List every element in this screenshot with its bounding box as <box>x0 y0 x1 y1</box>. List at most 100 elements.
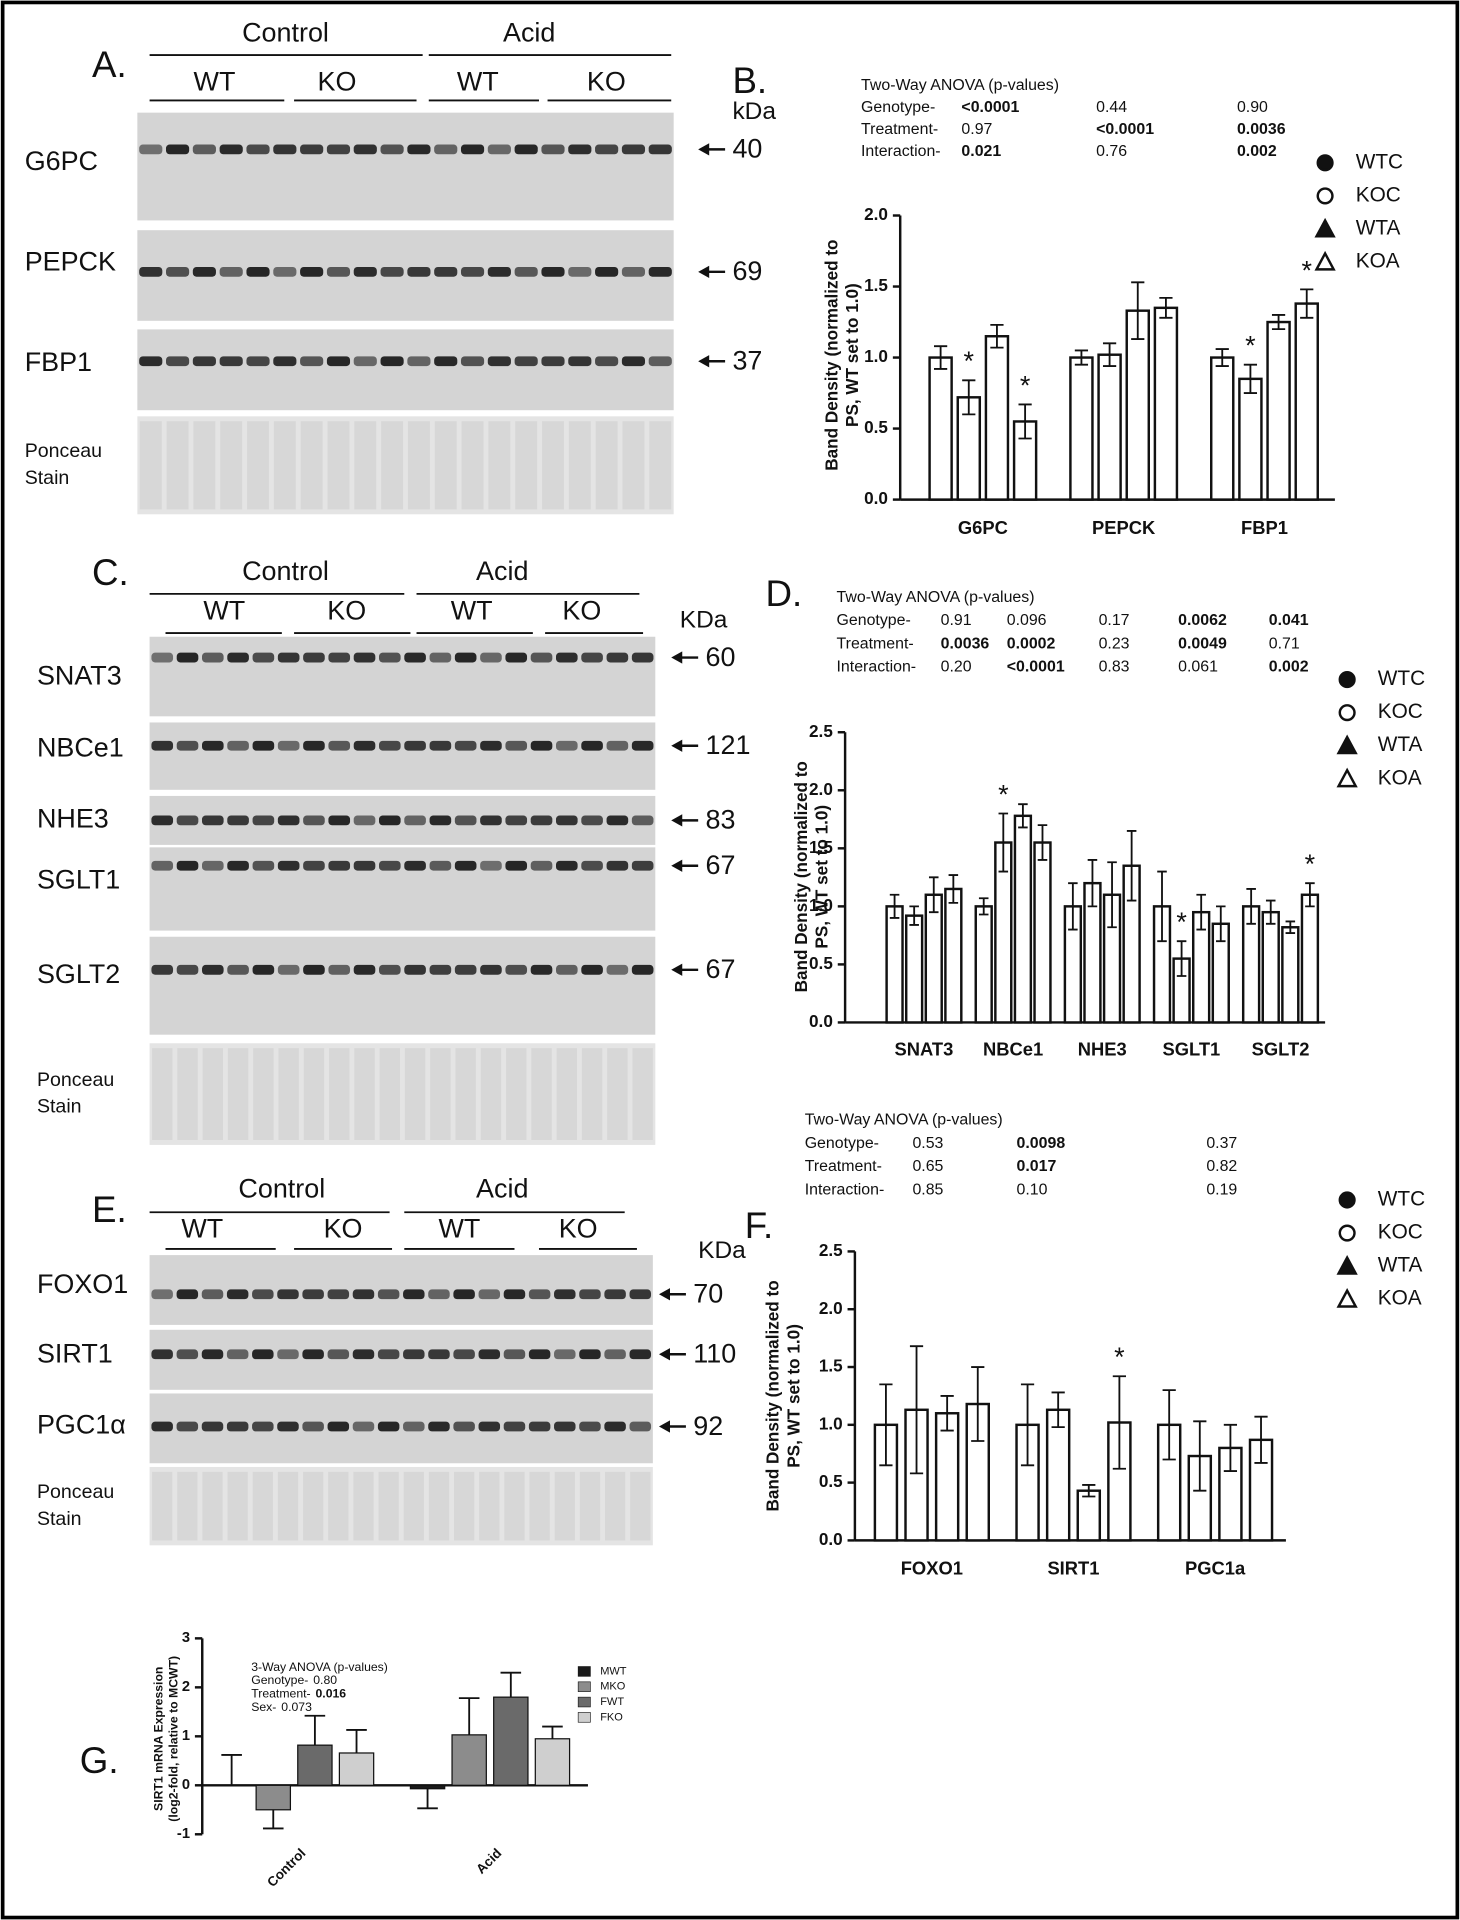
blot-band <box>227 860 249 871</box>
anova-cell: 0.44 <box>1096 99 1127 116</box>
blot-band <box>328 652 351 663</box>
blot-band <box>454 740 477 751</box>
error-bar <box>909 1345 924 1475</box>
ponceau-lane <box>300 421 323 510</box>
blot-band <box>631 740 654 751</box>
blot-band <box>631 964 654 975</box>
blot-band <box>404 860 426 871</box>
x-tick-label: FBP1 <box>1241 517 1288 538</box>
ponceau-lane <box>303 1471 324 1541</box>
error-bar <box>1159 296 1173 319</box>
ponceau-lane <box>227 1048 249 1140</box>
genotype-label: WT <box>203 595 245 625</box>
blot-band <box>404 964 426 975</box>
anova-cell: 0.53 <box>912 1135 943 1152</box>
y-tick-label: 2.0 <box>819 1298 843 1318</box>
anova-cell: 0.65 <box>912 1158 943 1175</box>
blot-band <box>453 1421 475 1432</box>
ponceau-lane <box>152 1048 173 1140</box>
blot-band <box>277 964 300 975</box>
error-bar <box>971 1366 985 1442</box>
ponceau-lane <box>531 1048 552 1140</box>
ponceau-lane <box>428 1471 450 1541</box>
size-arrowhead <box>658 1420 670 1433</box>
error-bar <box>1018 803 1028 829</box>
panel-letter: F. <box>745 1205 774 1246</box>
error-bar <box>1285 920 1296 934</box>
anova-row-label: Genotype- <box>251 1673 308 1687</box>
error-bar <box>1126 829 1137 902</box>
blot-band <box>579 1349 601 1360</box>
ponceau-lane <box>556 1048 577 1140</box>
ponceau-lane <box>152 1471 173 1541</box>
blot-band <box>246 266 270 277</box>
blot-image <box>149 722 656 790</box>
ponceau-lane <box>480 1048 502 1140</box>
ponceau-lane <box>404 1048 426 1140</box>
blot-band <box>226 1289 249 1300</box>
blot-band <box>176 1289 199 1300</box>
ponceau-lane <box>327 421 350 510</box>
y-axis-label: SIRT1 mRNA Expression <box>152 1667 166 1811</box>
blot-band <box>604 1421 626 1432</box>
blot-band <box>429 964 452 975</box>
blot-band <box>505 652 528 663</box>
blot-band <box>327 1349 350 1360</box>
protein-label: FOXO1 <box>37 1269 128 1299</box>
loading-label: Stain <box>25 467 70 489</box>
blot-band <box>166 144 190 155</box>
bar <box>1266 320 1291 501</box>
blot-band <box>353 356 377 367</box>
anova-cell: 0.83 <box>1099 659 1130 676</box>
y-tick-label: 1.0 <box>864 346 888 366</box>
ponceau-lane <box>595 421 618 510</box>
anova-title: Two-Way ANOVA (p-values) <box>861 77 1059 94</box>
protein-size: 121 <box>706 730 751 760</box>
ponceau-lane <box>506 1048 527 1140</box>
error-bar <box>1196 893 1206 931</box>
anova-cell: 0.85 <box>912 1181 943 1198</box>
blot-band <box>176 815 199 826</box>
blot-band <box>252 740 275 751</box>
error-bar <box>889 893 900 919</box>
protein-size: 37 <box>732 346 762 376</box>
y-tick-label: 1.5 <box>819 1356 843 1376</box>
blot-band <box>326 144 351 155</box>
protein-size: 60 <box>706 642 736 672</box>
blot-band <box>579 1421 601 1432</box>
blot-band <box>277 1289 299 1300</box>
ponceau-lane <box>220 421 243 510</box>
anova-cell: 0.17 <box>1099 612 1130 629</box>
genotype-label: WT <box>181 1214 223 1244</box>
blot-band <box>629 1421 652 1432</box>
blot-band <box>252 1289 274 1300</box>
blot-band <box>202 815 224 826</box>
blot-band <box>246 356 270 367</box>
legend-swatch <box>577 1666 591 1677</box>
blot-band <box>556 860 578 871</box>
blot-band <box>541 356 565 367</box>
legend-label: WTA <box>1378 733 1423 756</box>
blot-band <box>528 1421 551 1432</box>
blot-band <box>352 1421 375 1432</box>
error-bar <box>1243 363 1258 394</box>
blot-band <box>556 964 578 975</box>
blot-band <box>581 964 603 975</box>
blot-band <box>353 815 376 826</box>
error-bar <box>1246 888 1256 925</box>
y-tick-label: -1 <box>177 1826 190 1842</box>
blot-image <box>149 1255 653 1325</box>
blot-band <box>277 652 300 663</box>
anova-cell: 0.37 <box>1206 1135 1237 1152</box>
ponceau-lane <box>579 1471 601 1541</box>
error-bar <box>346 1729 367 1753</box>
blot-band <box>201 1421 224 1432</box>
anova-row: Sex- 0.073 <box>251 1700 312 1714</box>
x-tick-label: NBCe1 <box>983 1038 1043 1059</box>
blot-band <box>252 1421 274 1432</box>
ponceau-lane <box>193 421 216 510</box>
blot-band <box>404 652 426 663</box>
error-bar <box>1300 288 1314 319</box>
blot-band <box>606 652 629 663</box>
blot-band <box>328 815 351 826</box>
